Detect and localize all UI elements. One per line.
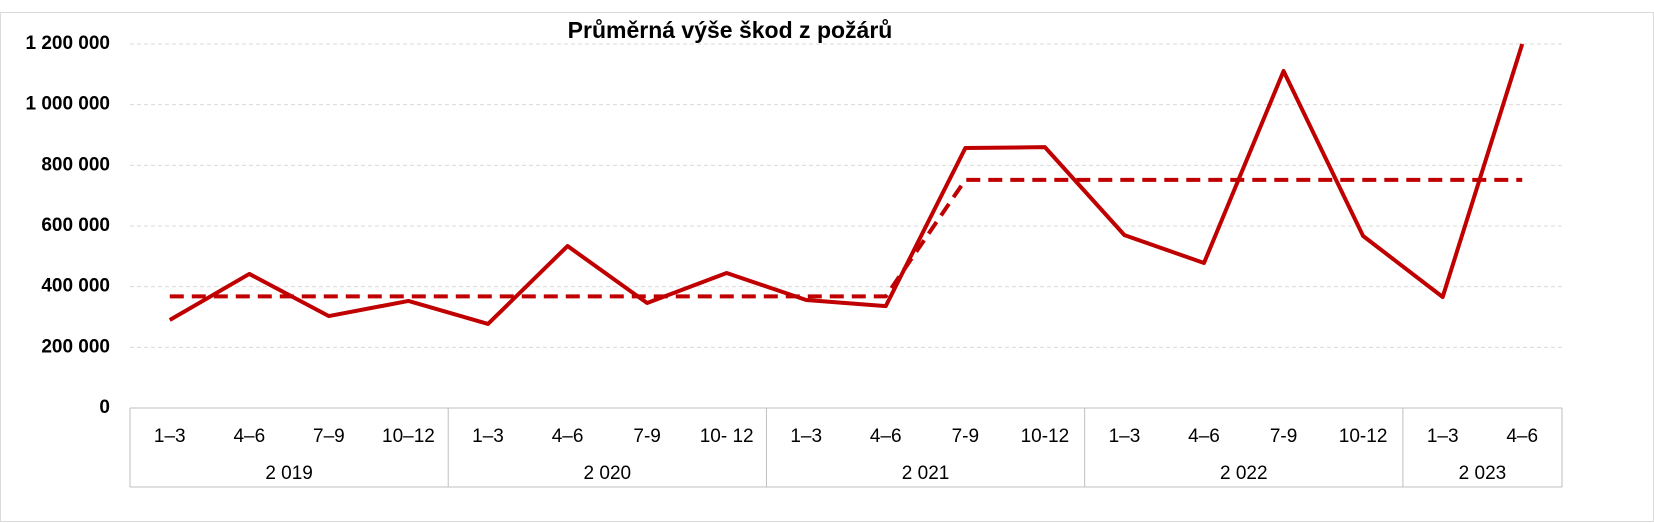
group-label: 2 019 (265, 463, 313, 484)
x-tick-label: 7–9 (313, 426, 345, 447)
group-label: 2 020 (584, 463, 632, 484)
y-tick-label: 400 000 (41, 276, 110, 297)
group-label: 2 021 (902, 463, 950, 484)
x-tick-label: 7-9 (633, 426, 660, 447)
x-tick-label: 10-12 (1021, 426, 1070, 447)
x-tick-label: 1–3 (1109, 426, 1141, 447)
y-tick-label: 1 000 000 (25, 94, 110, 115)
x-tick-label: 7-9 (952, 426, 979, 447)
x-tick-label: 4–6 (870, 426, 902, 447)
x-tick-label: 10-12 (1339, 426, 1388, 447)
x-tick-label: 4–6 (1506, 426, 1538, 447)
data-line (169, 177, 1523, 299)
x-tick-label: 10–12 (382, 426, 435, 447)
data-line (168, 43, 1525, 326)
x-tick-label: 10- 12 (700, 426, 754, 447)
x-tick-label: 4–6 (233, 426, 265, 447)
y-tick-label: 0 (99, 397, 110, 418)
y-tick-label: 800 000 (41, 154, 110, 175)
chart-title: Průměrná výše škod z požárů (568, 17, 893, 43)
x-tick-label: 1–3 (1427, 426, 1459, 447)
y-tick-label: 600 000 (41, 215, 110, 236)
x-tick-label: 1–3 (790, 426, 822, 447)
x-tick-label: 1–3 (472, 426, 504, 447)
x-tick-label: 4–6 (552, 426, 584, 447)
x-tick-label: 1–3 (154, 426, 186, 447)
group-label: 2 022 (1220, 463, 1268, 484)
y-tick-label: 200 000 (41, 336, 110, 357)
group-label: 2 023 (1459, 463, 1507, 484)
y-tick-label: 1 200 000 (25, 33, 110, 54)
x-tick-label: 4–6 (1188, 426, 1220, 447)
x-tick-label: 7-9 (1270, 426, 1297, 447)
